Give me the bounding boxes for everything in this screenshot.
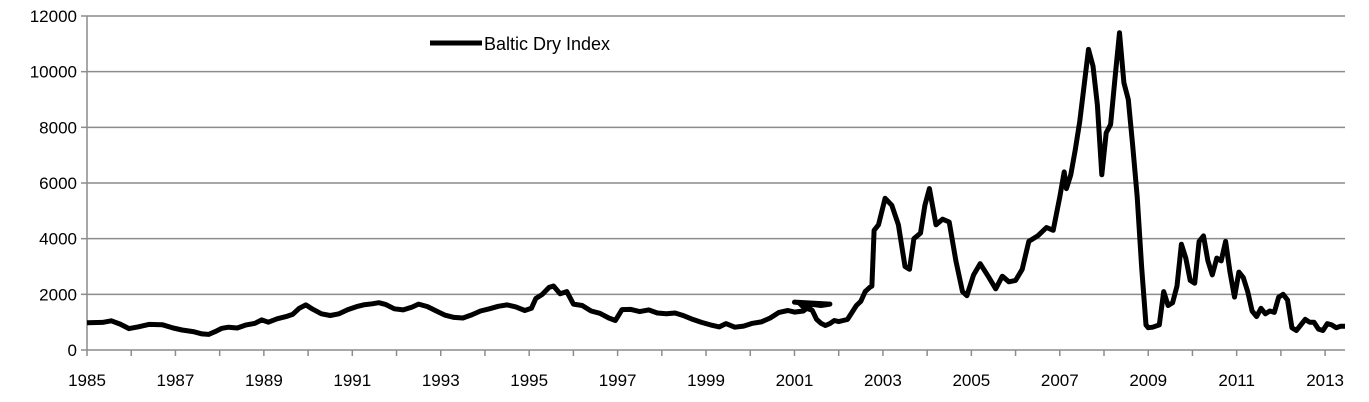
y-tick-label: 12000 — [30, 7, 77, 26]
x-tick-label: 2005 — [952, 371, 990, 390]
y-tick-label: 8000 — [39, 118, 77, 137]
y-tick-label: 2000 — [39, 285, 77, 304]
x-tick-labels: 1985 1987 1989 1991 1993 1995 1997 1999 2001 2003… — [68, 371, 1344, 390]
y-tick-label: 0 — [68, 341, 77, 360]
legend: Baltic Dry Index — [430, 34, 610, 54]
x-tick-label: 2009 — [1129, 371, 1167, 390]
y-tick-label: 10000 — [30, 63, 77, 82]
x-tick-label: 2003 — [864, 371, 902, 390]
x-tick-label: 2013 — [1306, 371, 1344, 390]
series — [86, 30, 1345, 337]
x-tick-label: 1995 — [510, 371, 548, 390]
x-tick-label: 1997 — [599, 371, 637, 390]
x-tick-label: 2011 — [1218, 371, 1255, 390]
x-tick-label: 1985 — [68, 371, 106, 390]
y-tick-labels: 0 2000 4000 6000 8000 10000 12000 — [30, 7, 77, 360]
x-tick-label: 1989 — [245, 371, 283, 390]
x-tick-label: 1993 — [422, 371, 460, 390]
x-tick-label: 1991 — [333, 371, 371, 390]
x-tick-label: 1987 — [157, 371, 195, 390]
series-line-baltic-dry-index — [86, 30, 1345, 337]
gridlines — [87, 15, 1345, 296]
legend-label: Baltic Dry Index — [484, 34, 610, 54]
x-tick-label: 2007 — [1041, 371, 1079, 390]
y-tick-label: 6000 — [39, 174, 77, 193]
y-tick-label: 4000 — [39, 230, 77, 249]
axes — [81, 15, 1345, 356]
x-tick-label: 2001 — [776, 371, 814, 390]
x-tick-label: 1999 — [687, 371, 725, 390]
